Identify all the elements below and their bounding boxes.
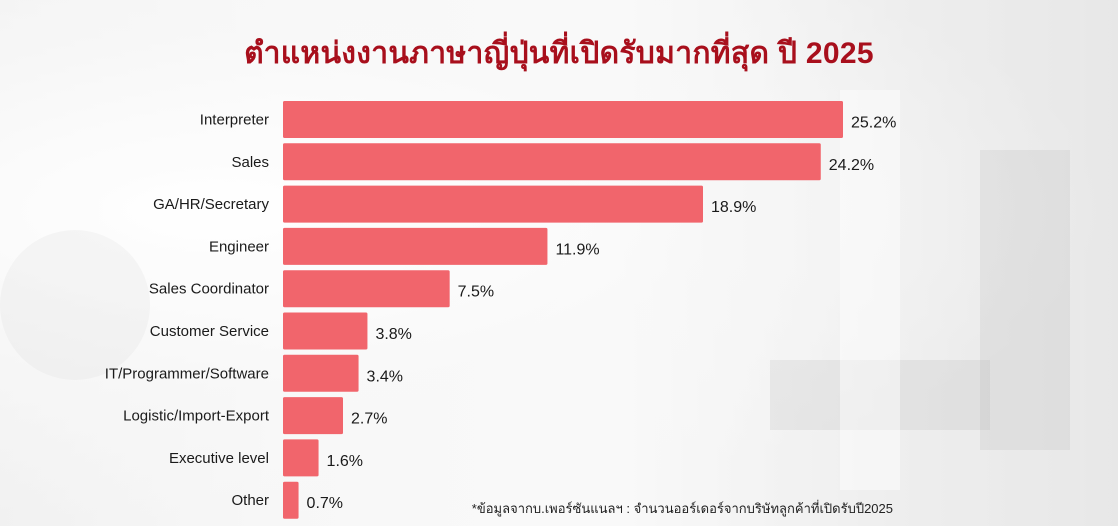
category-label: Interpreter [200,112,269,129]
category-label: Sales [231,154,269,171]
category-label: Customer Service [150,323,269,340]
bar [283,312,368,350]
value-label: 1.6% [327,453,363,470]
value-label: 18.9% [711,199,756,216]
value-label: 24.2% [829,157,874,174]
bar [283,270,450,308]
background-shape [770,360,990,430]
bar [283,354,359,392]
background-shape [980,150,1070,450]
footnote: *ข้อมูลจากบ.เพอร์ซันแนลฯ : จำนวนออร์เดอร… [471,501,893,516]
category-label: Sales Coordinator [149,281,269,298]
value-label: 25.2% [851,115,896,132]
category-label: IT/Programmer/Software [105,365,269,382]
value-label: 3.8% [375,326,411,343]
value-label: 3.4% [367,368,403,385]
bar [283,143,821,181]
value-label: 0.7% [307,495,343,512]
value-label: 2.7% [351,411,387,428]
bar [283,481,299,519]
category-label: Logistic/Import-Export [123,408,270,425]
bar [283,397,343,435]
bar [283,185,703,223]
background-shape [840,90,900,490]
background-shape [0,230,150,380]
chart-title: ตำแหน่งงานภาษาญี่ปุ่นที่เปิดรับมากที่สุด… [244,37,874,70]
category-label: GA/HR/Secretary [153,196,269,213]
category-label: Executive level [169,450,269,467]
bar [283,227,548,265]
category-label: Engineer [209,238,269,255]
category-label: Other [231,492,269,509]
value-label: 7.5% [458,284,494,301]
bar [283,101,843,138]
value-label: 11.9% [555,241,599,258]
bar [283,439,319,477]
